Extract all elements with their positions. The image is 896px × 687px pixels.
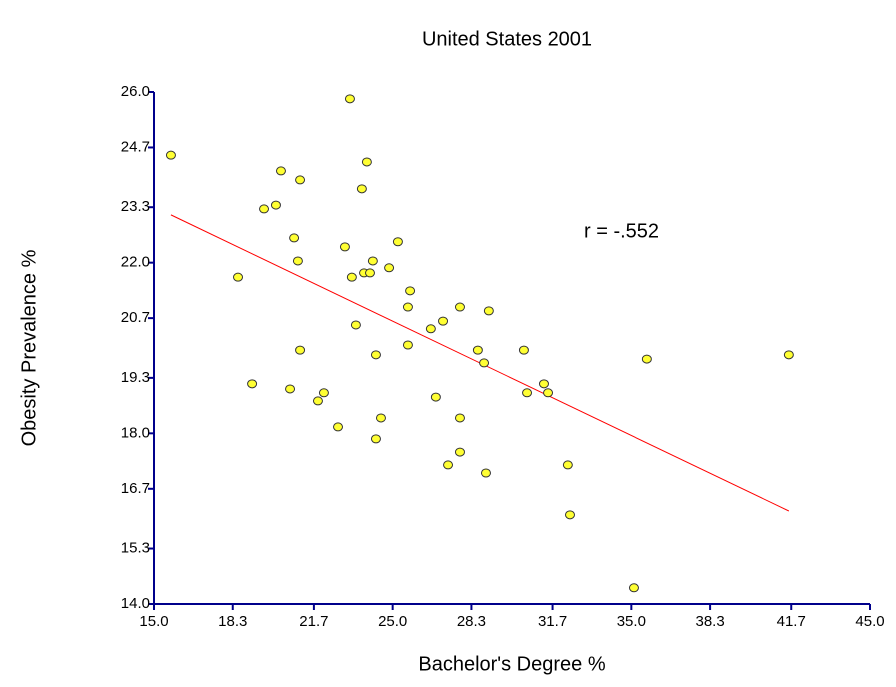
point (370, 434, 381, 444)
x-tick-label: 35.0 (617, 613, 646, 630)
y-tick-label: 26.0 (121, 83, 150, 100)
point (628, 583, 639, 593)
point (165, 150, 176, 160)
point (312, 396, 323, 406)
point (454, 302, 465, 312)
point (356, 184, 367, 194)
point (518, 345, 529, 355)
point (472, 345, 483, 355)
point (480, 468, 491, 478)
point (443, 460, 454, 470)
y-tick-label: 20.7 (121, 309, 150, 326)
x-tick-label: 45.0 (855, 613, 884, 630)
point (275, 166, 286, 176)
point (402, 340, 413, 350)
point (538, 379, 549, 389)
point (233, 272, 244, 282)
point (295, 175, 306, 185)
point (350, 320, 361, 330)
x-tick-label: 38.3 (695, 613, 724, 630)
point (454, 447, 465, 457)
point (259, 204, 270, 214)
point (318, 388, 329, 398)
y-tick-label: 18.0 (121, 424, 150, 441)
point (783, 350, 794, 360)
x-tick-label: 31.7 (538, 613, 567, 630)
point (270, 200, 281, 210)
point (641, 354, 652, 364)
point (292, 256, 303, 266)
point (522, 388, 533, 398)
point (479, 358, 490, 368)
point (543, 388, 554, 398)
point (361, 157, 372, 167)
point (344, 94, 355, 104)
point (289, 233, 300, 243)
point (285, 384, 296, 394)
point (370, 350, 381, 360)
point (405, 286, 416, 296)
y-tick-label: 16.7 (121, 480, 150, 497)
x-tick-label: 21.7 (299, 613, 328, 630)
point (364, 268, 375, 278)
point (562, 460, 573, 470)
y-tick-label: 19.3 (121, 369, 150, 386)
point (402, 302, 413, 312)
point (384, 263, 395, 273)
point (454, 413, 465, 423)
point (346, 272, 357, 282)
chart-title: United States 2001 (422, 28, 592, 50)
point (375, 413, 386, 423)
x-axis-label: Bachelor's Degree % (418, 653, 605, 675)
x-tick-label: 41.7 (777, 613, 806, 630)
x-tick-label: 15.0 (139, 613, 168, 630)
point (430, 392, 441, 402)
y-tick-label: 22.0 (121, 254, 150, 271)
y-axis-label: Obesity Prevalence % (18, 249, 40, 446)
y-tick-label: 14.0 (121, 595, 150, 612)
point (425, 324, 436, 334)
x-tick-label: 28.3 (457, 613, 486, 630)
point (339, 242, 350, 252)
point (367, 256, 378, 266)
y-tick-label: 23.3 (121, 198, 150, 215)
point (295, 345, 306, 355)
point (483, 306, 494, 316)
y-tick-label: 15.3 (121, 540, 150, 557)
point (392, 237, 403, 247)
x-tick-label: 18.3 (218, 613, 247, 630)
x-tick-label: 25.0 (378, 613, 407, 630)
point (438, 316, 449, 326)
point (333, 422, 344, 432)
point (564, 510, 575, 520)
annotation: r = -.552 (584, 220, 659, 242)
point (247, 379, 258, 389)
y-tick-label: 24.7 (121, 138, 150, 155)
